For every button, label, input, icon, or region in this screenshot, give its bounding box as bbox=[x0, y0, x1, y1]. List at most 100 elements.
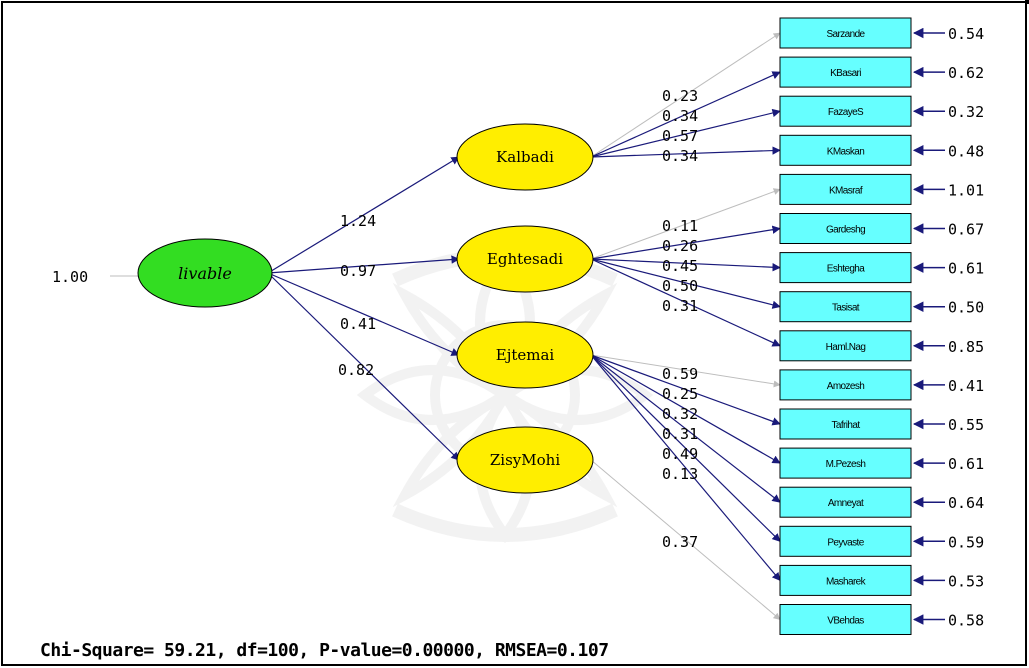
latent-label-kalbadi: Kalbadi bbox=[496, 148, 554, 166]
indicator-loading-gardeshg: 0.26 bbox=[662, 237, 698, 255]
latent-label-eghtesadi: Eghtesadi bbox=[487, 250, 563, 268]
indicator-name: Gardeshg bbox=[826, 225, 865, 236]
error-variance: 0.55 bbox=[948, 416, 984, 434]
path-kbasari bbox=[590, 71, 781, 158]
error-variance: 0.85 bbox=[948, 338, 984, 356]
latent-ellipse-zisymohi bbox=[456, 426, 594, 494]
indicator-name: FazayeS bbox=[828, 107, 864, 118]
indicator-box: Eshtegha bbox=[779, 252, 912, 284]
indicator-box-rect bbox=[779, 330, 912, 362]
indicator-box: Tafrihat bbox=[779, 408, 912, 440]
indicator-box-rect bbox=[779, 486, 912, 518]
indicator-box-rect bbox=[779, 408, 912, 440]
indicator-loading-amneyat: 0.31 bbox=[662, 425, 698, 443]
indicator-loading-kmasraf: 0.11 bbox=[662, 217, 698, 235]
path-haml-nag bbox=[590, 258, 781, 347]
path-root-to-zisymohi bbox=[267, 272, 460, 461]
indicator-box: Gardeshg bbox=[779, 213, 912, 244]
edges bbox=[110, 27, 945, 625]
path-m-pezesh bbox=[590, 354, 781, 464]
indicator-loading-tasisat: 0.50 bbox=[662, 277, 698, 295]
path-amneyat bbox=[590, 354, 781, 503]
indicator-name: Eshtegha bbox=[827, 264, 865, 275]
indicator-box: Peyvaste bbox=[779, 525, 912, 557]
loading-label-ejtemai: 0.41 bbox=[340, 315, 376, 333]
indicator-loading-m-pezesh: 0.32 bbox=[662, 405, 698, 423]
indicator-box-rect bbox=[779, 252, 912, 284]
error-variance: 0.61 bbox=[948, 455, 984, 473]
indicator-box-rect bbox=[779, 564, 912, 596]
fit-statistics: Chi-Square= 59.21, df=100, P-value=0.000… bbox=[40, 640, 609, 661]
indicator-name: VBehdas bbox=[827, 616, 864, 627]
indicator-loading-eshtegha: 0.45 bbox=[662, 257, 698, 275]
loading-label-eghtesadi: 0.97 bbox=[340, 262, 376, 280]
indicator-name: KMaskan bbox=[827, 146, 865, 157]
error-variance: 0.32 bbox=[948, 103, 984, 121]
error-variance: 0.50 bbox=[948, 299, 984, 317]
indicator-box: KBasari bbox=[779, 56, 912, 88]
path-eshtegha bbox=[590, 258, 781, 272]
latent-label-ejtemai: Ejtemai bbox=[496, 346, 555, 364]
indicator-loading-peyvaste: 0.49 bbox=[662, 445, 698, 463]
indicator-loading-amozesh: 0.59 bbox=[662, 365, 698, 383]
indicator-loading-kmaskan: 0.34 bbox=[662, 147, 698, 165]
path-masharek bbox=[590, 354, 781, 582]
indicator-name: KMasraf bbox=[829, 185, 863, 196]
indicator-box: Amneyat bbox=[779, 486, 912, 518]
indicator-box-rect bbox=[779, 213, 912, 244]
indicator-box-rect bbox=[779, 173, 912, 205]
indicator-box-rect bbox=[779, 447, 912, 479]
path-peyvaste bbox=[590, 354, 781, 542]
error-variance: 0.53 bbox=[948, 572, 984, 590]
loading-label-kalbadi: 1.24 bbox=[340, 212, 376, 230]
nodes: Sarzande KBasari FazayeS KMaskan KMasraf Gard… bbox=[137, 17, 912, 635]
latent-ellipse-kalbadi bbox=[456, 123, 594, 191]
path-kmaskan bbox=[590, 146, 781, 158]
indicator-box: Haml.Nag bbox=[779, 330, 912, 362]
path-vbehdas bbox=[590, 459, 781, 620]
indicator-loading-vbehdas: 0.37 bbox=[662, 533, 698, 551]
indicator-name: Amozesh bbox=[827, 381, 865, 392]
indicator-box: Masharek bbox=[779, 564, 912, 596]
error-variance: 0.61 bbox=[948, 260, 984, 278]
indicator-loading-kbasari: 0.34 bbox=[662, 107, 698, 125]
path-root-to-kalbadi bbox=[267, 156, 460, 274]
indicator-box-rect bbox=[779, 525, 912, 557]
corner-mark bbox=[1025, 0, 1029, 4]
root-ellipse bbox=[137, 238, 273, 308]
latent-ellipse-eghtesadi bbox=[456, 225, 594, 293]
latent-label-zisymohi: ZisyMohi bbox=[490, 451, 560, 469]
indicator-loading-fazayes: 0.57 bbox=[662, 127, 698, 145]
labels: 1.00 1.24 0.97 0.41 0.82 0.23 0.54 0.34 0.62 0.57… bbox=[52, 25, 984, 630]
indicator-box-rect bbox=[779, 134, 912, 166]
indicator-loading-haml-nag: 0.31 bbox=[662, 297, 698, 315]
indicator-box: VBehdas bbox=[779, 604, 912, 635]
error-variance: 0.48 bbox=[948, 142, 984, 160]
error-variance: 0.67 bbox=[948, 221, 984, 239]
indicator-box-rect bbox=[779, 369, 912, 401]
loading-label-zisymohi: 0.82 bbox=[338, 361, 374, 379]
indicator-box-rect bbox=[779, 291, 912, 323]
indicator-box-rect bbox=[779, 56, 912, 88]
indicator-loading-tafrihat: 0.25 bbox=[662, 385, 698, 403]
error-variance: 0.41 bbox=[948, 377, 984, 395]
indicator-name: Tafrihat bbox=[832, 420, 861, 431]
path-tasisat bbox=[590, 258, 781, 309]
path-root-to-eghtesadi bbox=[267, 255, 460, 274]
path-sarzande bbox=[590, 32, 781, 158]
path-tafrihat bbox=[590, 354, 781, 426]
path-gardeshg bbox=[590, 225, 781, 260]
indicator-name: KBasari bbox=[830, 68, 861, 79]
indicator-box-rect bbox=[779, 17, 912, 49]
indicator-box: Sarzande bbox=[779, 17, 912, 49]
indicator-name: Sarzande bbox=[826, 29, 865, 40]
path-kmasraf bbox=[590, 188, 781, 260]
watermark bbox=[356, 246, 654, 544]
error-variance: 0.59 bbox=[948, 533, 984, 551]
indicator-name: Peyvaste bbox=[827, 537, 864, 548]
indicator-box: Amozesh bbox=[779, 369, 912, 401]
error-variance: 1.01 bbox=[948, 181, 984, 199]
root-label: livable bbox=[178, 264, 232, 283]
